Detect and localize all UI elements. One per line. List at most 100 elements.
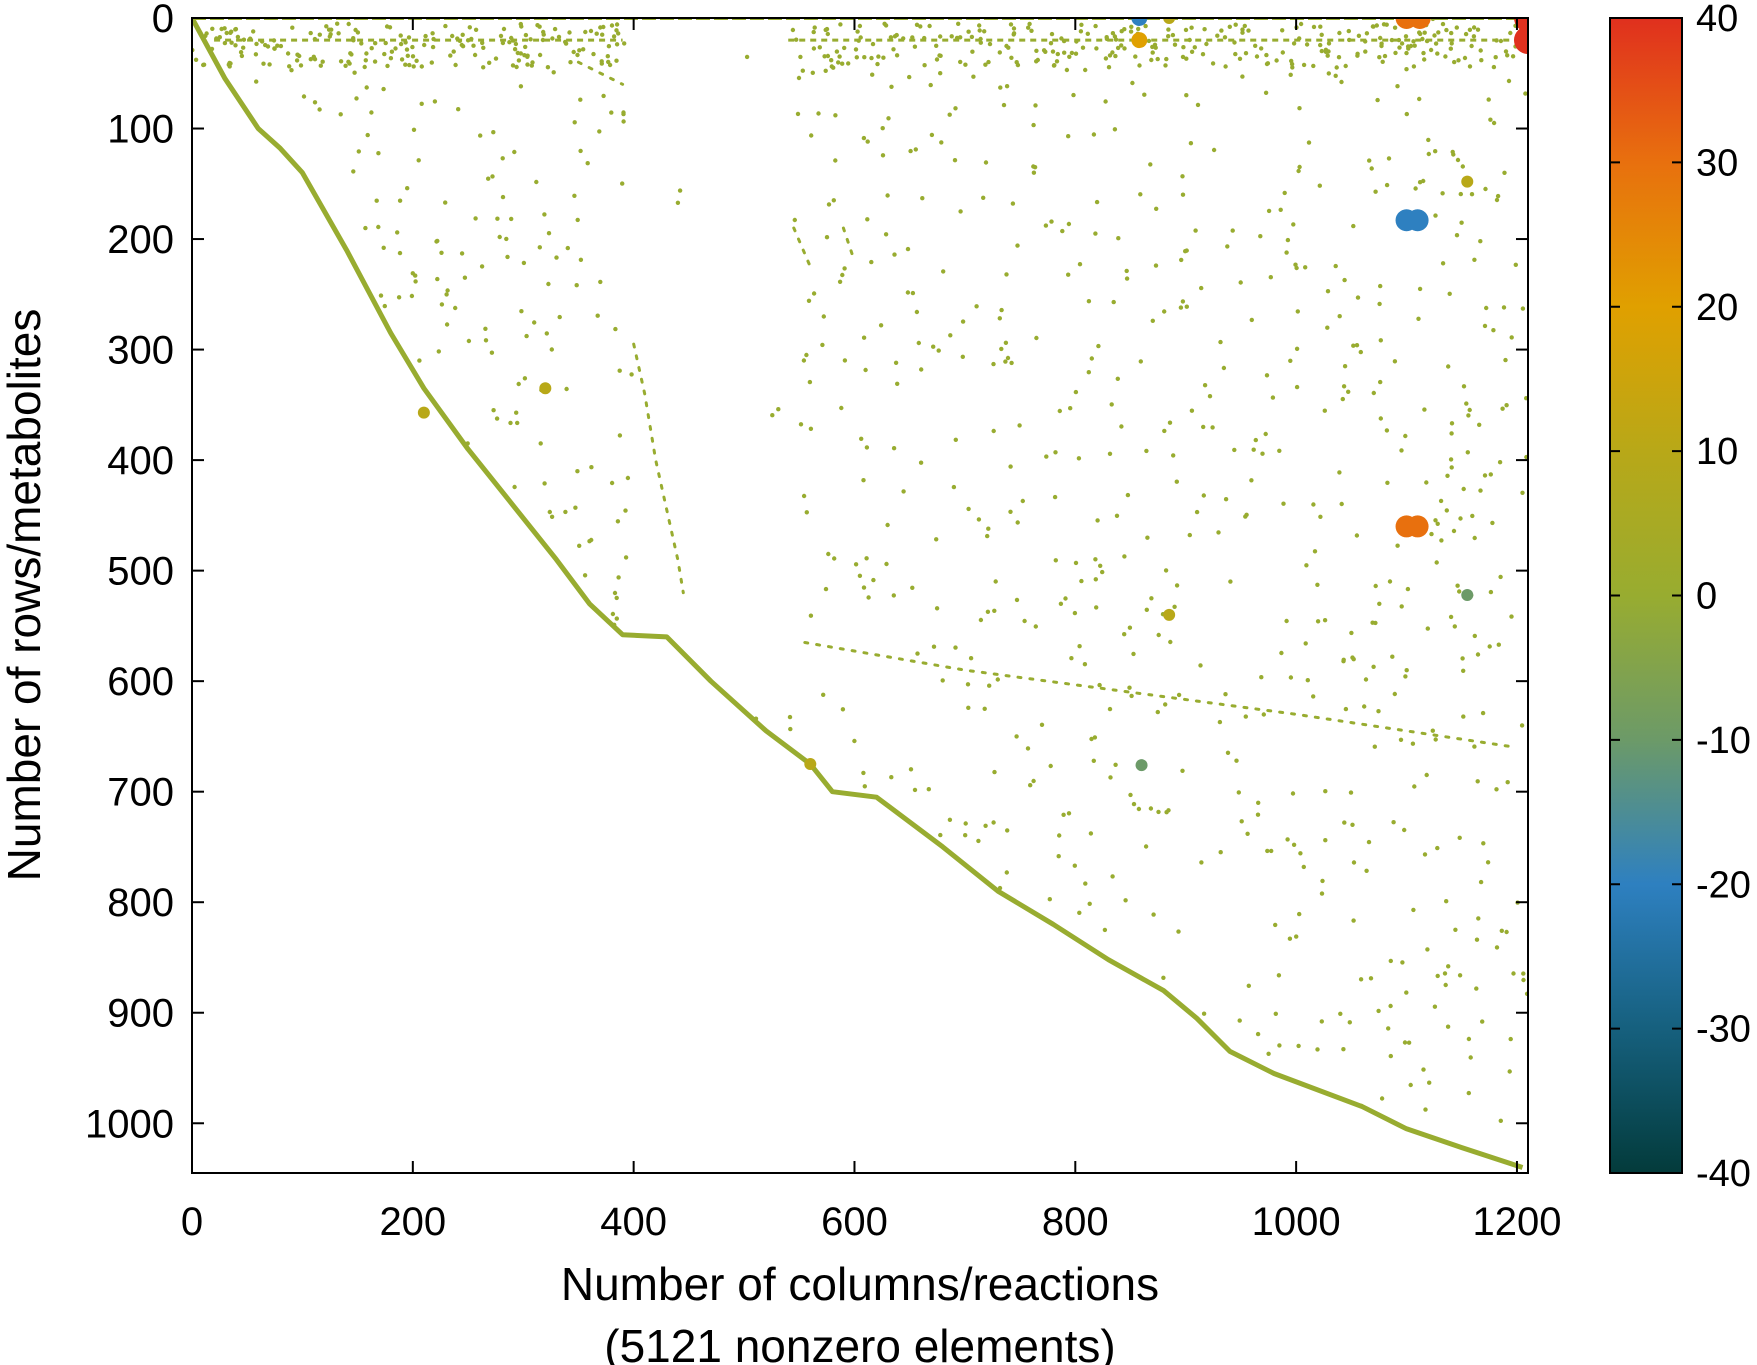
nonzero-point [537,245,542,250]
nonzero-point [1215,33,1220,38]
nonzero-point [859,436,864,441]
nonzero-point [483,326,488,331]
nonzero-point [808,613,814,618]
nonzero-point [1227,24,1233,29]
nonzero-point [1291,842,1297,847]
nonzero-point [1195,102,1201,108]
nonzero-point [493,56,499,61]
nonzero-point [597,129,602,134]
nonzero-point [1150,318,1156,323]
nonzero-point [261,61,266,66]
nonzero-point [840,272,845,278]
nonzero-point [473,27,479,32]
nonzero-point [1296,1043,1301,1049]
nonzero-point [1388,1053,1394,1059]
y-axis-title: Number of rows/metabolites [0,309,50,882]
nonzero-point [833,158,838,163]
nonzero-point [1448,457,1454,462]
x-tick-label: 400 [600,1200,667,1244]
nonzero-point [1163,568,1169,573]
nonzero-point [1404,668,1409,673]
nonzero-point [201,62,207,67]
nonzero-point [1187,37,1192,43]
nonzero-point [614,616,619,621]
y-tick-label: 500 [107,550,174,594]
nonzero-point [1187,532,1193,538]
nonzero-point [1373,583,1378,589]
nonzero-point [1150,50,1155,55]
nonzero-point [895,381,900,386]
nonzero-point [770,413,775,418]
y-axis: 0 100 200 300 400 500 600 700 800 900 1000 [85,0,1528,1146]
nonzero-point [1424,480,1429,485]
nonzero-point [572,193,577,198]
nonzero-point [383,40,388,46]
nonzero-point [369,46,374,51]
nonzero-point [1440,21,1446,27]
nonzero-point [883,232,889,237]
nonzero-point [1264,61,1270,67]
nonzero-point [986,526,991,531]
nonzero-point [1388,1003,1393,1009]
nonzero-point [1468,1055,1473,1060]
nonzero-point [1293,262,1298,267]
nonzero-point [1457,835,1462,840]
nonzero-point [1112,127,1118,132]
diagonal-band [192,18,1524,1170]
nonzero-point [1077,644,1082,649]
nonzero-point [563,39,568,45]
nonzero-point [1363,39,1368,44]
nonzero-point [1498,38,1504,44]
nonzero-point [1017,423,1022,428]
nonzero-point [217,35,222,40]
nonzero-point [1014,734,1019,739]
nonzero-point [907,74,912,80]
nonzero-point [1493,55,1498,60]
nonzero-point [1472,535,1477,541]
nonzero-point [1069,50,1075,56]
nonzero-point [861,335,867,340]
nonzero-point [588,28,594,34]
nonzero-point [1236,790,1242,795]
nonzero-point [806,298,812,303]
nonzero-point [876,54,881,59]
nonzero-point [1422,30,1427,35]
nonzero-point [297,53,302,59]
nonzero-point [1062,50,1067,55]
nonzero-point [1210,61,1216,66]
nonzero-point [1282,190,1287,196]
nonzero-point [498,33,504,39]
nonzero-point [949,34,954,39]
nonzero-point [1388,958,1394,964]
nonzero-point [403,62,408,67]
nonzero-point [572,120,577,125]
secondary-band-1 [576,60,625,86]
nonzero-point [870,72,875,77]
nonzero-point [1237,1018,1242,1023]
nonzero-point [1408,1082,1413,1088]
nonzero-point [1350,655,1355,660]
nonzero-point [1056,854,1061,859]
nonzero-point [1277,1043,1282,1048]
nonzero-point [947,817,953,822]
nonzero-point [462,275,468,280]
nonzero-point [414,58,419,63]
nonzero-point [1072,610,1078,616]
highlight-point [1406,209,1429,232]
nonzero-point [1376,709,1381,714]
nonzero-point [583,29,588,35]
nonzero-point [838,22,843,27]
nonzero-point [547,509,552,515]
nonzero-point [954,35,960,41]
nonzero-point [1149,596,1154,601]
nonzero-point [916,340,921,346]
highlight-point [1461,175,1474,188]
nonzero-point [1284,250,1289,255]
nonzero-point [1477,422,1482,427]
nonzero-point [804,510,809,515]
nonzero-point [1243,714,1249,719]
nonzero-point [1494,945,1500,950]
nonzero-point [363,58,368,63]
nonzero-point [575,52,580,58]
nonzero-point [853,47,859,52]
